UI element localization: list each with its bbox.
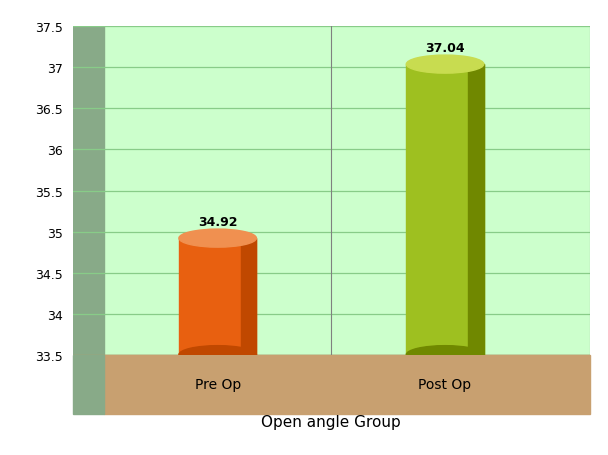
Ellipse shape (179, 230, 257, 248)
Polygon shape (73, 27, 104, 355)
Ellipse shape (406, 346, 484, 364)
Ellipse shape (179, 346, 257, 364)
Text: Open angle Group: Open angle Group (261, 414, 401, 429)
Bar (468, 65, 484, 355)
Text: 34.92: 34.92 (198, 216, 237, 229)
Text: 37.04: 37.04 (425, 42, 465, 55)
Polygon shape (104, 355, 590, 414)
Text: Post Op: Post Op (418, 377, 472, 391)
Bar (179, 238, 257, 355)
Bar (241, 238, 257, 355)
Bar (73, 355, 590, 414)
Text: Pre Op: Pre Op (195, 377, 241, 391)
Polygon shape (73, 355, 104, 414)
Bar (406, 65, 484, 355)
Ellipse shape (406, 56, 484, 74)
